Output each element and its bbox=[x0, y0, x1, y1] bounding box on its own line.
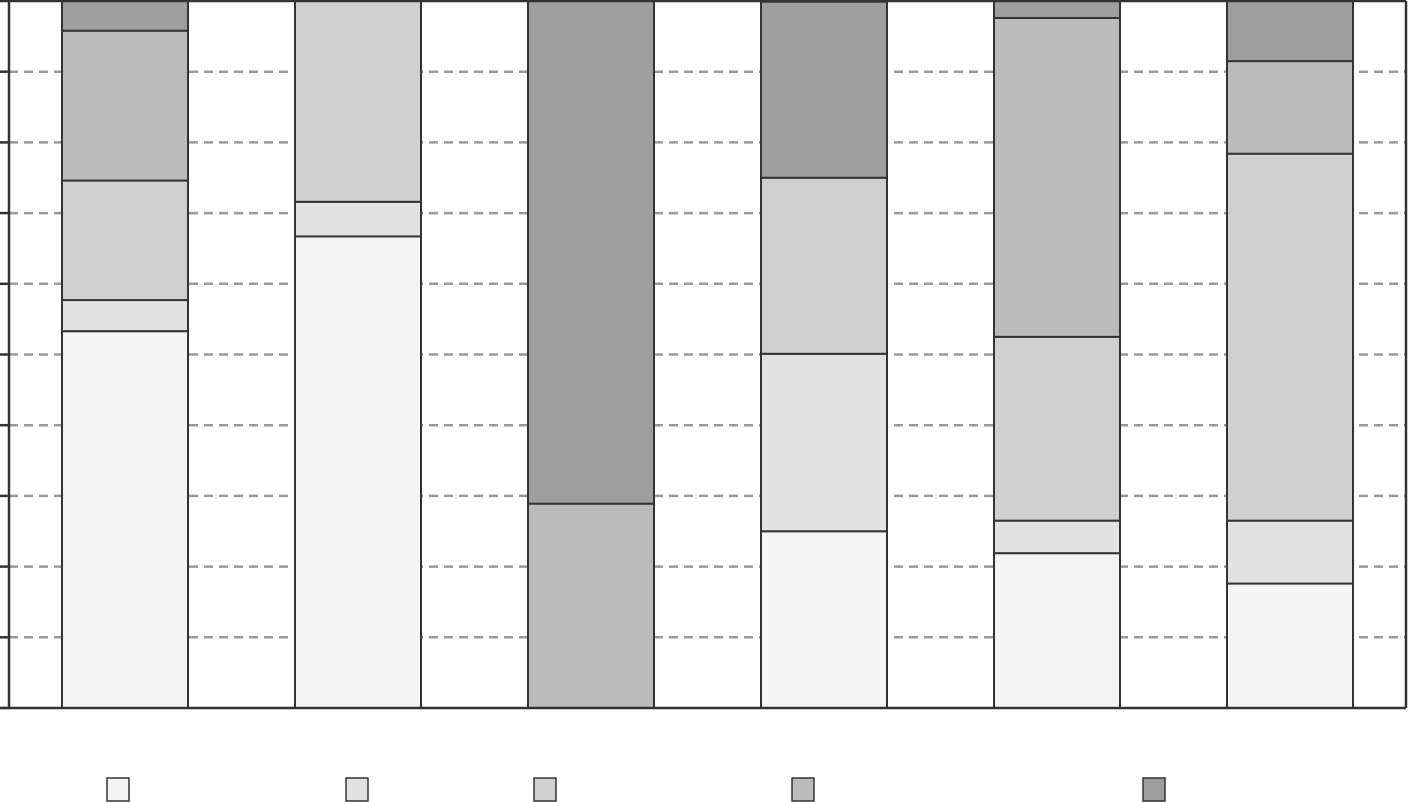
bar-segment bbox=[294, 0, 422, 203]
axes bbox=[0, 0, 1408, 710]
legend-swatch bbox=[791, 777, 815, 802]
bar-segment bbox=[1226, 60, 1354, 155]
bars bbox=[61, 0, 1354, 709]
bar-segment bbox=[527, 502, 655, 709]
bar-segment bbox=[760, 176, 888, 355]
bar-segment bbox=[993, 0, 1121, 19]
bar-segment bbox=[760, 0, 888, 179]
bar-segment bbox=[760, 530, 888, 709]
bar-segment bbox=[1226, 152, 1354, 522]
bar-stack bbox=[527, 0, 655, 709]
y-ticks bbox=[0, 0, 9, 710]
legend-swatch bbox=[533, 777, 557, 802]
bar-segment bbox=[61, 330, 189, 709]
bar-segment bbox=[993, 552, 1121, 709]
bar-segment bbox=[61, 179, 189, 302]
legend-swatch bbox=[345, 777, 369, 802]
bar-segment bbox=[993, 519, 1121, 555]
legend-swatch bbox=[106, 777, 130, 802]
bar-segment bbox=[993, 335, 1121, 522]
legend-swatch bbox=[1142, 777, 1166, 802]
bar-stack bbox=[1226, 0, 1354, 709]
bar-segment bbox=[1226, 0, 1354, 63]
bar-segment bbox=[294, 235, 422, 709]
bar-segment bbox=[1226, 582, 1354, 709]
bar-segment bbox=[1226, 519, 1354, 585]
bar-stack bbox=[61, 0, 189, 709]
bar-segment bbox=[61, 299, 189, 333]
legend bbox=[106, 777, 1166, 802]
bar-segment bbox=[993, 16, 1121, 338]
bar-stack bbox=[993, 0, 1121, 709]
bar-segment bbox=[61, 29, 189, 182]
bar-stack bbox=[760, 0, 888, 709]
bar-segment bbox=[527, 0, 655, 505]
bar-stack bbox=[294, 0, 422, 709]
gridlines bbox=[9, 70, 1406, 639]
bar-segment bbox=[294, 200, 422, 238]
bar-segment bbox=[760, 352, 888, 533]
bar-segment bbox=[61, 0, 189, 32]
